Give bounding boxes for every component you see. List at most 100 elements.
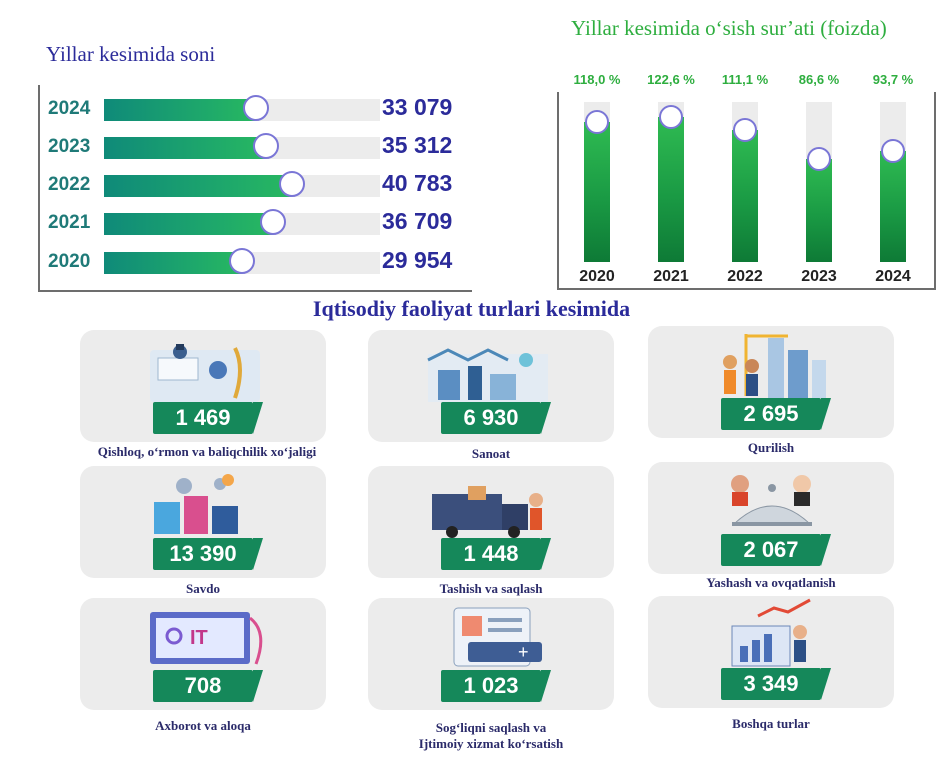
growth-year-label: 2021 (653, 268, 689, 285)
activity-label: Sanoat (368, 446, 614, 462)
activity-value: 3 349 (743, 671, 799, 696)
activity-card: 1 469 (80, 330, 326, 442)
activity-value-badge: 2 067 (721, 534, 831, 566)
growth-bar (732, 130, 758, 262)
count-bar (104, 213, 273, 235)
count-bar-track (104, 248, 380, 274)
count-value-label: 29 954 (382, 247, 453, 273)
growth-chart: 118,0 % 2020 122,6 % 2021 111,1 % 2022 86,6 % 2… (557, 72, 936, 290)
activity-value: 13 390 (169, 541, 237, 566)
activity-value: 2 067 (743, 537, 799, 562)
growth-bar-track (584, 102, 610, 262)
activity-value-badge: 2 695 (721, 398, 831, 430)
activity-label-line: Sog‘liqni saqlash va (435, 720, 547, 735)
count-year-label: 2023 (48, 136, 91, 157)
count-year-label: 2022 (48, 174, 91, 195)
activity-label-line: Yashash va ovqatlanish (706, 575, 836, 590)
count-bar (104, 137, 266, 159)
medical-card-icon: + (453, 607, 542, 667)
count-bar-knob (260, 209, 286, 235)
activity-value: 6 930 (463, 405, 519, 430)
growth-value-label: 111,1 % (721, 72, 769, 87)
growth-bar-knob (659, 105, 683, 129)
growth-bar-knob (585, 110, 609, 134)
growth-value-label: 118,0 % (573, 72, 621, 87)
activity-label-line: Qishloq, o‘rmon va baliqchilik xo‘jaligi (97, 444, 317, 459)
growth-bar-track (880, 102, 906, 262)
count-row-2022: 2022 40 783 (48, 169, 472, 203)
growth-bar (658, 117, 684, 262)
growth-value-label: 86,6 % (798, 72, 840, 87)
count-bar (104, 99, 256, 121)
activity-value-badge: 1 469 (153, 402, 263, 434)
activity-label-line: Axborot va aloqa (155, 718, 251, 733)
count-value-label: 35 312 (382, 132, 453, 158)
section-title: Iqtisodiy faoliyat turlari kesimida (312, 296, 631, 321)
growth-bar (880, 151, 906, 262)
activity-card: 3 349 (648, 596, 894, 708)
growth-year-label: 2022 (727, 268, 763, 285)
count-bar (104, 175, 292, 197)
growth-col-2022: 111,1 % 2022 (707, 72, 783, 288)
growth-chart-icon (731, 598, 811, 667)
growth-bar-knob (733, 118, 757, 142)
activity-label: Qurilish (648, 440, 894, 456)
growth-bar-track (806, 102, 832, 262)
count-year-label: 2021 (48, 212, 91, 233)
activity-value: 1 448 (463, 541, 519, 566)
svg-text:IT: IT (190, 627, 208, 649)
activity-label-line: Ijtimoiy xizmat ko‘rsatish (418, 736, 564, 751)
count-bar-track (104, 133, 380, 159)
activity-label: Tashish va saqlash (368, 581, 614, 597)
activity-value-badge: 708 (153, 670, 263, 702)
growth-year-label: 2020 (579, 268, 615, 285)
activity-value-badge: 1 023 (441, 670, 551, 702)
growth-bar-track (658, 102, 684, 262)
activity-card: 2 067 (648, 462, 894, 574)
activity-value: 2 695 (743, 401, 799, 426)
growth-col-2021: 122,6 % 2021 (633, 72, 709, 288)
farming-lab-icon (150, 344, 260, 402)
growth-year-label: 2024 (875, 268, 911, 285)
growth-bar-knob (807, 147, 831, 171)
svg-text:+: + (518, 642, 529, 662)
activity-label: Axborot va aloqa (80, 718, 326, 734)
growth-chart-title: Yillar kesimida o‘sish sur’ati (foizda) (571, 16, 887, 40)
growth-bar (584, 122, 610, 262)
count-year-label: 2024 (48, 98, 91, 119)
growth-value-label: 122,6 % (647, 72, 695, 87)
count-bar-knob (253, 133, 279, 159)
delivery-truck-icon (432, 486, 543, 538)
growth-bar-knob (881, 139, 905, 163)
activity-value-badge: 13 390 (153, 538, 263, 570)
count-bar (104, 252, 242, 274)
activity-label: Yashash va ovqatlanish (648, 575, 894, 591)
construction-workers-icon (723, 334, 826, 398)
activity-value: 708 (184, 673, 222, 698)
count-bar-knob (279, 171, 305, 197)
count-bar-track (104, 95, 380, 121)
count-bar-track (104, 209, 380, 235)
shopping-bags-icon (154, 474, 238, 534)
count-chart: 2024 33 079 2023 35 312 2022 40 783 2021 36 709… (38, 85, 472, 292)
it-monitor-icon: IT (150, 612, 263, 665)
activity-label: Boshqa turlar (648, 716, 894, 732)
growth-bar-track (732, 102, 758, 262)
activity-card: +1 023 (368, 598, 614, 710)
activity-label-line: Boshqa turlar (732, 716, 810, 731)
count-row-2023: 2023 35 312 (48, 131, 472, 165)
count-bar-knob (243, 95, 269, 121)
activity-label-line: Qurilish (747, 440, 795, 455)
count-row-2024: 2024 33 079 (48, 93, 472, 127)
activity-card: 1 448 (368, 466, 614, 578)
hotel-service-icon (731, 475, 812, 526)
count-chart-title: Yillar kesimida soni (46, 42, 216, 66)
count-value-label: 33 079 (382, 94, 453, 120)
activity-value-badge: 6 930 (441, 402, 551, 434)
activity-label-line: Sanoat (471, 446, 511, 461)
activity-value: 1 023 (463, 673, 519, 698)
activity-card: IT 708 (80, 598, 326, 710)
count-bar-knob (229, 248, 255, 274)
count-year-label: 2020 (48, 251, 91, 272)
count-value-label: 40 783 (382, 170, 453, 196)
